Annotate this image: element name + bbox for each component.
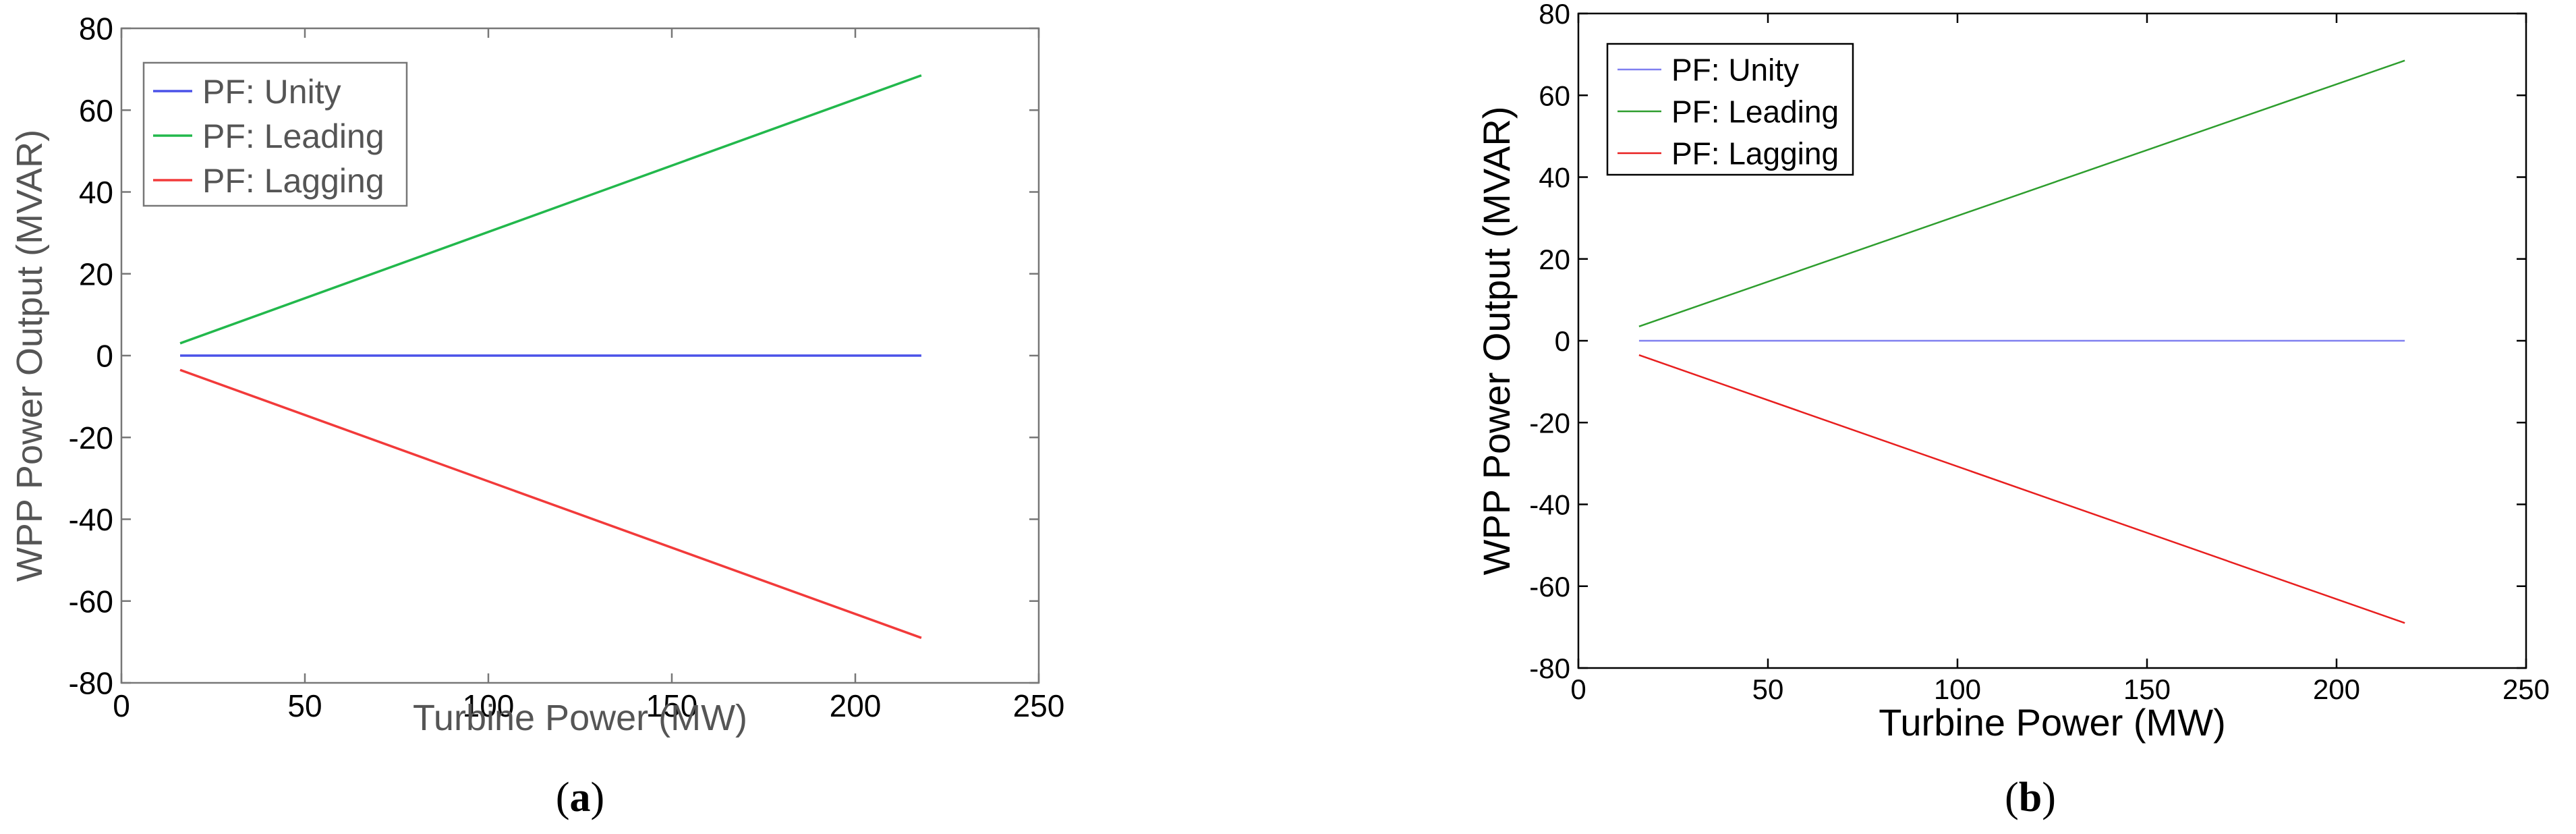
x-tick-label: 250 [1013, 688, 1065, 723]
legend-entry-label: PF: Lagging [202, 162, 384, 200]
y-tick-label: 0 [96, 339, 113, 374]
panel-caption: (a) [556, 775, 604, 821]
legend-box [142, 61, 408, 207]
panel-caption: (b) [2005, 775, 2056, 821]
x-tick-label: 100 [463, 688, 515, 723]
y-tick-label: -40 [1529, 489, 1570, 521]
y-tick-label: 40 [79, 175, 113, 210]
y-tick-label: 40 [1539, 162, 1570, 194]
y-tick-label: 80 [1539, 0, 1570, 30]
y-tick-label: -20 [1529, 407, 1570, 439]
chart-panel-b: 0 50 100 150 200 250806040200-20-40-60-80Turb… [1475, 0, 2550, 821]
x-axis-title: Turbine Power (MW) [413, 698, 747, 738]
y-tick-label: -40 [69, 502, 113, 537]
y-tick-label: 20 [79, 256, 113, 291]
y-tick-label: 80 [79, 11, 113, 47]
y-tick-label: 0 [1555, 325, 1570, 357]
series-line-pf-lagging [1638, 354, 2405, 624]
legend-entry-label: PF: Lagging [1671, 136, 1839, 171]
x-tick-label: 0 [1570, 673, 1586, 705]
legend-entry-label: PF: Leading [1671, 94, 1839, 130]
y-tick-label: -60 [69, 584, 113, 619]
x-tick-label: 150 [2123, 673, 2171, 705]
legend-entry-label: PF: Unity [1671, 53, 1799, 88]
x-tick-label: 200 [2313, 673, 2360, 705]
y-tick-label: -60 [1529, 571, 1570, 603]
panel-caption-letter: b [2019, 775, 2042, 821]
x-tick-label: 250 [2502, 673, 2550, 705]
y-tick-label: 20 [1539, 244, 1570, 275]
x-axis-title: Turbine Power (MW) [1879, 701, 2225, 744]
y-tick-label: 60 [79, 93, 113, 128]
y-tick-label: -80 [1529, 652, 1570, 684]
y-tick-label: -80 [69, 666, 113, 701]
chart-panel-a: 0 50 100 150 200 250806040200-20-40-60-80Turb… [9, 11, 1064, 821]
x-tick-label: 0 [113, 688, 130, 723]
x-tick-label: 50 [1752, 673, 1784, 705]
panel-caption-letter: a [570, 775, 591, 821]
x-tick-label: 200 [830, 688, 882, 723]
series-line-pf-lagging [179, 368, 922, 639]
y-axis-title: WPP Power Output (MVAR) [1475, 107, 1518, 576]
y-tick-label: -20 [69, 420, 113, 455]
series-line-pf-leading [179, 74, 922, 345]
legend-entry-label: PF: Leading [202, 117, 384, 155]
x-tick-label: 150 [646, 688, 698, 723]
y-tick-label: 60 [1539, 80, 1570, 111]
legend-entry-label: PF: Unity [202, 73, 341, 111]
x-tick-label: 50 [287, 688, 322, 723]
series-line-pf-leading [1638, 59, 2405, 327]
y-axis-title: WPP Power Output (MVAR) [9, 130, 50, 582]
x-tick-label: 100 [1934, 673, 1981, 705]
